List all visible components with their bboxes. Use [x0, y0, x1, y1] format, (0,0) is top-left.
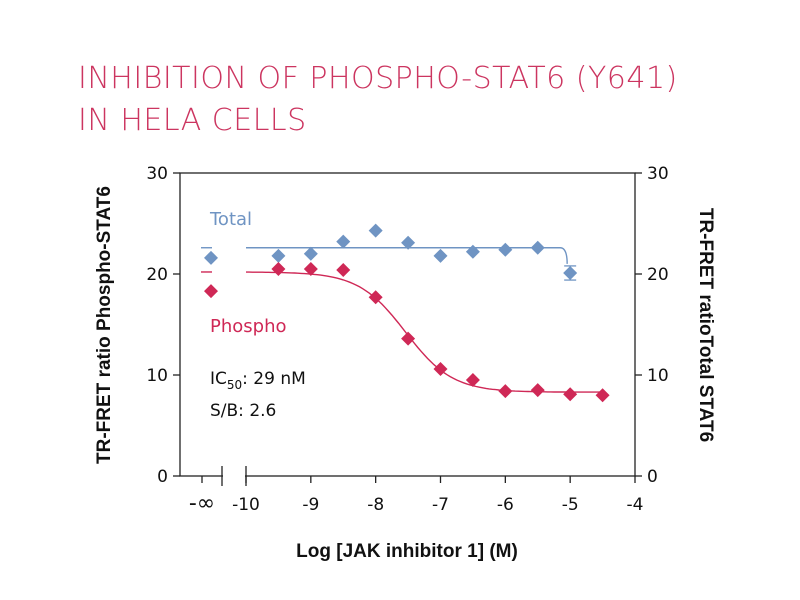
x-tick-label: -5 — [562, 495, 579, 515]
y-axis-label-left: TR-FRET ratio Phospho-STAT6 — [94, 186, 115, 464]
fit-curve-phospho — [246, 271, 603, 393]
data-point-phospho — [595, 388, 610, 403]
y-tick-label-left: 30 — [146, 164, 168, 184]
baseline-point-total — [204, 250, 218, 265]
data-point-phospho — [368, 290, 383, 305]
ic50-value: : 29 nM — [242, 369, 306, 389]
data-markers — [204, 223, 610, 403]
data-point-phospho — [530, 383, 545, 398]
ic50-annotation: IC50: 29 nM — [210, 369, 306, 392]
x-tick-label: -7 — [432, 495, 449, 515]
data-point-phospho — [433, 361, 448, 376]
baseline-point-phospho — [204, 284, 218, 299]
y-tick-label-right: 0 — [647, 467, 658, 487]
data-point-total — [271, 248, 286, 263]
y-tick-label-left: 0 — [157, 467, 168, 487]
data-point-phospho — [271, 261, 286, 276]
data-point-total — [336, 234, 351, 249]
x-tick-label: -10 — [232, 495, 260, 515]
data-point-total — [401, 235, 416, 250]
data-point-total — [530, 240, 545, 255]
x-axis-label: Log [JAK inhibitor 1] (M) — [296, 541, 518, 562]
x-tick-label: -4 — [627, 495, 644, 515]
chart-title-line-1: INHIBITION OF PHOSPHO-STAT6 (Y641) — [78, 61, 678, 96]
x-break-tick-label: -∞ — [189, 491, 215, 516]
ic50-prefix: IC — [210, 369, 227, 389]
series-label-total: Total — [209, 209, 252, 230]
series-label-phospho: Phospho — [210, 316, 287, 337]
y-tick-label-right: 10 — [647, 366, 669, 386]
y-tick-label-left: 10 — [146, 366, 168, 386]
data-point-total — [498, 242, 513, 257]
data-point-phospho — [401, 331, 416, 346]
data-point-phospho — [303, 261, 318, 276]
ic50-subscript: 50 — [227, 378, 242, 392]
data-point-total — [303, 246, 318, 261]
x-tick-label: -6 — [497, 495, 514, 515]
chart-title-line-2: IN HELA CELLS — [78, 103, 307, 138]
data-point-phospho — [498, 384, 513, 399]
sb-annotation: S/B: 2.6 — [210, 401, 276, 421]
fit-curve-total — [246, 247, 568, 264]
data-point-phospho — [563, 387, 578, 402]
axis-break-gap — [223, 466, 245, 486]
x-tick-label: -8 — [367, 495, 384, 515]
data-point-phospho — [336, 262, 351, 277]
data-point-total — [465, 244, 480, 259]
plot-frame — [179, 172, 636, 477]
y-axis-label-right: TR-FRET ratioTotal STAT6 — [695, 208, 716, 442]
y-tick-label-right: 30 — [647, 164, 669, 184]
data-point-phospho — [465, 373, 480, 388]
y-tick-label-left: 20 — [146, 265, 168, 285]
chart-title: INHIBITION OF PHOSPHO-STAT6 (Y641) IN HE… — [78, 58, 778, 142]
data-point-total — [563, 265, 578, 280]
data-point-total — [368, 223, 383, 238]
data-point-total — [433, 248, 448, 263]
y-tick-label-right: 20 — [647, 265, 669, 285]
x-tick-label: -9 — [302, 495, 319, 515]
